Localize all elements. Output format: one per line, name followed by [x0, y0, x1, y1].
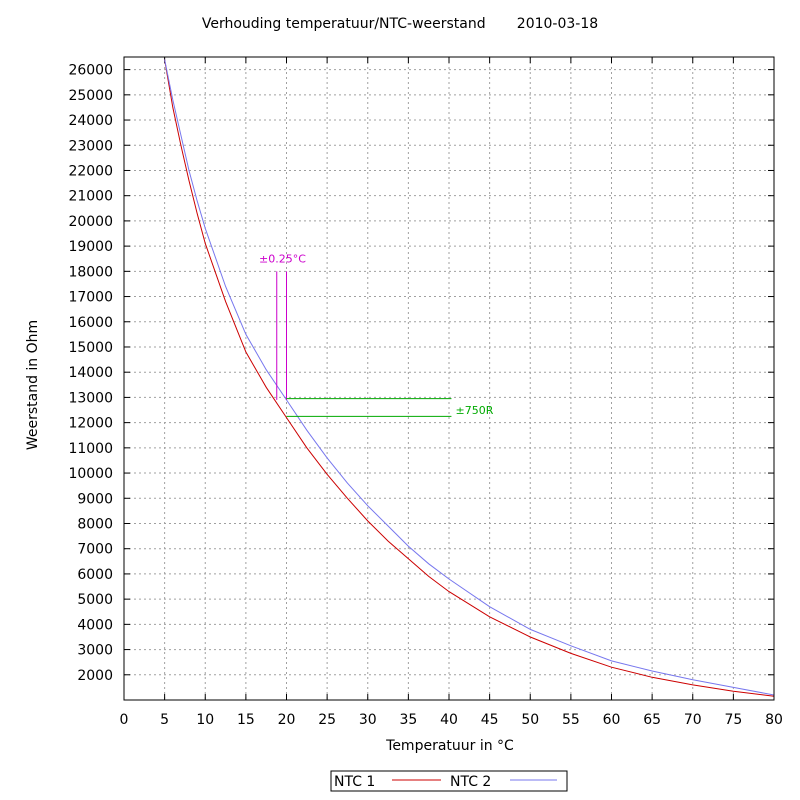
- y-tick-label: 25000: [68, 88, 113, 104]
- y-tick-label: 18000: [68, 264, 113, 280]
- y-tick-label: 13000: [68, 390, 113, 406]
- x-tick-label: 10: [196, 712, 214, 728]
- resistance-tolerance-label: ±750R: [456, 404, 494, 417]
- y-tick-label: 24000: [68, 113, 113, 129]
- y-tick-label: 11000: [68, 441, 113, 457]
- y-tick-label: 16000: [68, 315, 113, 331]
- x-tick-label: 45: [481, 712, 499, 728]
- x-tick-label: 80: [765, 712, 783, 728]
- x-tick-label: 30: [359, 712, 377, 728]
- x-tick-label: 50: [521, 712, 539, 728]
- y-tick-label: 26000: [68, 63, 113, 79]
- y-tick-label: 15000: [68, 340, 113, 356]
- y-tick-label: 23000: [68, 138, 113, 154]
- y-tick-label: 10000: [68, 466, 113, 482]
- series-line-ntc-2: [164, 59, 775, 696]
- y-tick-label: 19000: [68, 239, 113, 255]
- tick-layer: 0 5 10 15 20 25 30 35 40 45 50 55 60 65 70 75 80 2000 3000…: [68, 57, 783, 728]
- annotation-layer: ±0.25°C ±750R: [259, 253, 494, 417]
- series-line-ntc-1: [164, 59, 775, 697]
- x-tick-label: 60: [603, 712, 621, 728]
- chart-title-text: Verhouding temperatuur/NTC-weerstand: [201, 16, 486, 32]
- y-tick-label: 2000: [77, 668, 113, 684]
- plot-frame: [123, 56, 775, 701]
- series-layer: [164, 59, 775, 697]
- y-tick-label: 3000: [77, 643, 113, 659]
- y-tick-label: 8000: [77, 516, 113, 532]
- legend-label-ntc-2: NTC 2: [450, 774, 491, 790]
- y-tick-label: 4000: [77, 617, 113, 633]
- x-tick-label: 70: [684, 712, 702, 728]
- x-tick-label: 25: [318, 712, 336, 728]
- y-tick-label: 20000: [68, 214, 113, 230]
- y-tick-label: 12000: [68, 416, 113, 432]
- y-tick-label: 21000: [68, 189, 113, 205]
- x-tick-label: 20: [278, 712, 296, 728]
- legend: NTC 1 NTC 2: [330, 770, 568, 792]
- y-tick-label: 7000: [77, 542, 113, 558]
- x-tick-label: 40: [440, 712, 458, 728]
- chart-date: 2010-03-18: [516, 16, 599, 32]
- y-tick-label: 22000: [68, 163, 113, 179]
- y-tick-label: 9000: [77, 491, 113, 507]
- x-tick-label: 35: [399, 712, 417, 728]
- x-tick-label: 15: [237, 712, 255, 728]
- y-tick-label: 5000: [77, 592, 113, 608]
- x-axis-label: Temperatuur in °C: [386, 738, 514, 754]
- legend-box: [330, 770, 568, 792]
- x-tick-label: 65: [643, 712, 661, 728]
- chart-title: Verhouding temperatuur/NTC-weerstand 201…: [0, 16, 800, 32]
- y-tick-label: 17000: [68, 290, 113, 306]
- x-tick-label: 0: [120, 712, 129, 728]
- temperature-tolerance-label: ±0.25°C: [259, 253, 306, 266]
- x-tick-label: 75: [724, 712, 742, 728]
- y-tick-label: 14000: [68, 365, 113, 381]
- legend-label-ntc-1: NTC 1: [334, 774, 375, 790]
- y-tick-label: 6000: [77, 567, 113, 583]
- x-tick-label: 5: [160, 712, 169, 728]
- x-tick-label: 55: [562, 712, 580, 728]
- grid-layer: [124, 57, 774, 700]
- y-axis-label: Weerstand in Ohm: [25, 319, 41, 451]
